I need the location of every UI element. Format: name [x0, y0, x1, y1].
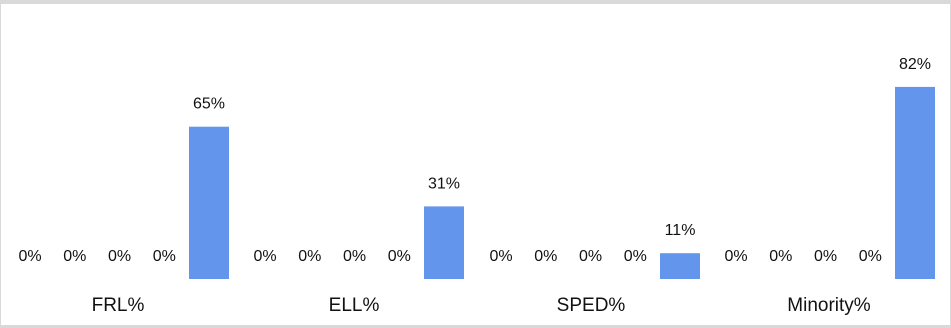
data-label: 31%: [428, 175, 460, 192]
data-label: 0%: [859, 248, 882, 265]
bar: [424, 206, 464, 279]
data-label: 0%: [624, 248, 647, 265]
data-label: 0%: [298, 248, 321, 265]
bar: [660, 253, 700, 279]
data-label: 0%: [814, 248, 837, 265]
data-label: 0%: [769, 248, 792, 265]
data-label: 0%: [18, 248, 41, 265]
data-label: 0%: [108, 248, 131, 265]
data-label: 0%: [343, 248, 366, 265]
data-label: 11%: [665, 222, 696, 239]
data-label: 0%: [153, 248, 176, 265]
data-label: 0%: [724, 248, 747, 265]
bar: [895, 87, 935, 279]
bar: [189, 127, 229, 279]
data-label: 82%: [899, 56, 931, 73]
category-label: SPED%: [557, 295, 626, 316]
category-label: Minority%: [787, 295, 871, 316]
data-label: 65%: [193, 96, 225, 113]
data-label: 0%: [489, 248, 512, 265]
category-label: FRL%: [92, 295, 145, 316]
data-label: 0%: [579, 248, 602, 265]
data-label: 0%: [388, 248, 411, 265]
data-label: 0%: [534, 248, 557, 265]
data-label: 0%: [253, 248, 276, 265]
category-label: ELL%: [329, 295, 380, 316]
data-label: 0%: [63, 248, 86, 265]
